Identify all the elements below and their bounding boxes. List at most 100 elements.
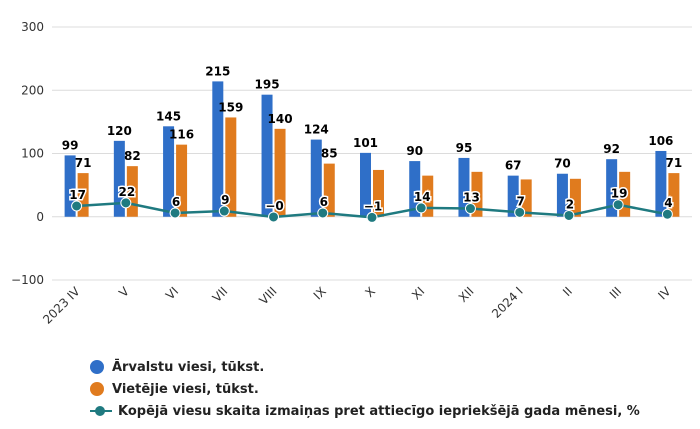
y-tick-label: 300 [21,20,44,34]
bar-domestic-guests [225,117,237,217]
data-label-total-change: 14 [414,190,431,204]
bar-domestic-guests [323,163,335,217]
legend-item-foreign-guests[interactable]: Ārvalstu viesi, tūkst. [90,356,640,378]
point-total-change [563,209,575,221]
data-label-total-change: 4 [664,196,672,210]
x-tick-label: V [116,284,132,300]
x-tick-label: VII [210,284,231,305]
y-tick-label: 200 [21,83,44,97]
grid [52,26,692,281]
data-label-foreign-guests: 101 [353,136,378,150]
point-total-change [268,211,280,223]
legend-item-total-change[interactable]: Kopējā viesu skaita izmaiņas pret attiec… [90,400,640,422]
data-label-domestic-guests: 159 [218,100,243,114]
point-total-change [218,205,230,217]
bar-foreign-guests [310,139,322,217]
bar-foreign-guests [64,155,76,217]
bar-foreign-guests [409,161,421,217]
x-tick-label: II [560,284,575,299]
x-tick-label: XI [409,284,427,302]
legend-label-foreign-guests: Ārvalstu viesi, tūkst. [112,359,265,375]
data-label-domestic-guests: 71 [666,156,683,170]
data-label-total-change: 6 [320,195,328,209]
data-label-total-change: 6 [172,195,180,209]
data-label-total-change: 2 [566,197,574,211]
bar-foreign-guests [163,126,175,217]
x-tick-label: XII [456,284,477,305]
legend-item-domestic-guests[interactable]: Vietējie viesi, tūkst. [90,378,640,400]
point-total-change [366,211,378,223]
data-label-total-change: 22 [118,185,135,199]
legend-marker-total-change [90,404,112,418]
data-label-domestic-guests: 82 [124,149,141,163]
y-tick-label: 0 [36,210,44,224]
point-total-change [120,197,132,209]
line-series [71,197,673,223]
bar-domestic-guests [422,175,434,217]
legend-marker-domestic-guests [90,382,104,396]
bar-foreign-guests [606,159,618,217]
x-tick-label: IV [655,284,674,303]
legend-label-total-change: Kopējā viesu skaita izmaiņas pret attiec… [118,403,640,419]
data-label-foreign-guests: 90 [406,144,423,158]
data-label-foreign-guests: 92 [603,142,620,156]
y-axis: 300 200 100 0 −100 [11,20,44,287]
bar-domestic-guests [520,179,532,217]
data-label-domestic-guests: 116 [169,128,194,142]
bar-foreign-guests [212,81,224,217]
data-label-domestic-guests: 140 [268,112,293,126]
x-tick-label: III [607,284,624,301]
bar-domestic-guests [668,173,680,217]
bar-foreign-guests [556,173,568,217]
bars [64,81,680,217]
x-tick-label: VIII [256,284,279,307]
point-total-change [612,199,624,211]
data-label-foreign-guests: 215 [205,64,230,78]
bar-domestic-guests [126,166,138,217]
data-label-foreign-guests: 145 [156,109,181,123]
bar-foreign-guests [113,140,125,217]
bar-foreign-guests [360,152,371,217]
point-total-change [661,208,673,220]
data-label-total-change: 13 [463,191,480,205]
point-total-change [415,202,427,214]
legend-label-domestic-guests: Vietējie viesi, tūkst. [112,381,259,397]
bar-foreign-guests [261,94,273,217]
y-tick-label: −100 [11,273,44,287]
bar-domestic-guests [176,144,188,217]
data-label-domestic-guests: 85 [321,147,338,161]
bar-foreign-guests [458,157,470,217]
point-total-change [169,207,181,219]
x-axis: 2023 IV V VI VII VIII IX X XI XII 2024 I II III IV [40,284,674,327]
data-label-foreign-guests: 70 [554,157,571,171]
data-label-domestic-guests: 71 [75,156,92,170]
data-label-foreign-guests: 124 [304,123,329,137]
point-total-change [514,206,526,218]
bar-domestic-guests [77,173,89,217]
bar-domestic-guests [373,169,384,217]
data-label-foreign-guests: 195 [255,78,280,92]
legend: Ārvalstu viesi, tūkst. Vietējie viesi, t… [90,356,640,422]
x-tick-label: 2024 I [489,284,526,321]
bar-domestic-guests [274,128,286,217]
x-tick-label: VI [163,284,181,302]
point-total-change [317,207,329,219]
bar-foreign-guests [507,175,519,217]
data-label-foreign-guests: 106 [648,134,673,148]
legend-marker-foreign-guests [90,360,104,374]
point-total-change [71,200,83,212]
bar-domestic-guests [471,171,483,217]
data-label-total-change: 9 [221,193,229,207]
x-tick-label: X [362,284,378,300]
data-label-total-change: 19 [611,187,628,201]
y-tick-label: 100 [21,147,44,161]
data-label-foreign-guests: 99 [62,138,79,152]
data-label-total-change: −0 [265,199,283,213]
data-label-foreign-guests: 120 [107,124,132,138]
x-tick-label: 2023 IV [40,284,83,327]
bar-domestic-guests [619,171,631,217]
data-label-total-change: 17 [69,188,86,202]
data-label-total-change: −1 [364,199,382,213]
